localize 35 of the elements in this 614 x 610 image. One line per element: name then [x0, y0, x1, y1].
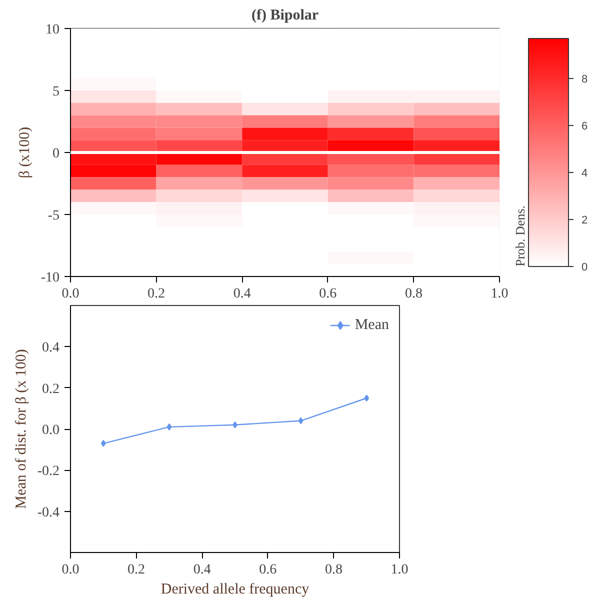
x-tick-label: 1.0 — [390, 562, 408, 578]
x-axis-title: Derived allele frequency — [160, 582, 310, 598]
x-tick-label: 0.2 — [148, 286, 166, 302]
color-bar-label: 8 — [582, 73, 588, 86]
point — [298, 417, 304, 424]
x-tick-label: 0.2 — [128, 562, 146, 578]
y-tick-label: -10 — [40, 270, 60, 286]
chart-title: (f) Bipolar — [251, 8, 319, 24]
x-tick-label: 0.6 — [259, 562, 277, 578]
y-tick-label: -0.4 — [37, 505, 60, 520]
point — [364, 394, 370, 402]
legend-label: Mean — [354, 316, 389, 334]
x-tick-label: 1.0 — [490, 286, 508, 302]
x-tick-label: 0.8 — [404, 286, 422, 302]
y-tick-label: -0.2 — [37, 464, 60, 480]
y-axis-title: β (x100) — [16, 126, 33, 178]
y-tick-label: 0.4 — [42, 340, 60, 356]
y-tick-label: 0 — [52, 146, 60, 162]
color-bar-label: 6 — [582, 120, 588, 132]
color-bar-label: 4 — [582, 167, 588, 180]
point — [166, 423, 172, 430]
y-tick-label: 10 — [46, 22, 60, 38]
x-tick-label: 0.6 — [319, 286, 337, 302]
y-tick-label: 0.0 — [42, 423, 60, 438]
x-tick-label: 0.8 — [324, 562, 342, 578]
y-axis-title: Mean of dist. for β (x 100) — [13, 349, 30, 509]
y-tick-label: 5 — [52, 84, 60, 100]
x-tick-label: 0.4 — [193, 562, 211, 578]
x-tick-label: 0.4 — [233, 286, 251, 302]
color-bar-title: Prob. Dens. — [512, 205, 528, 266]
y-tick-label: 0.2 — [42, 382, 60, 397]
y-tick-label: -5 — [48, 208, 60, 224]
color-bar-label: 0 — [582, 262, 588, 274]
point — [100, 440, 106, 447]
color-bar-label: 2 — [582, 214, 588, 226]
